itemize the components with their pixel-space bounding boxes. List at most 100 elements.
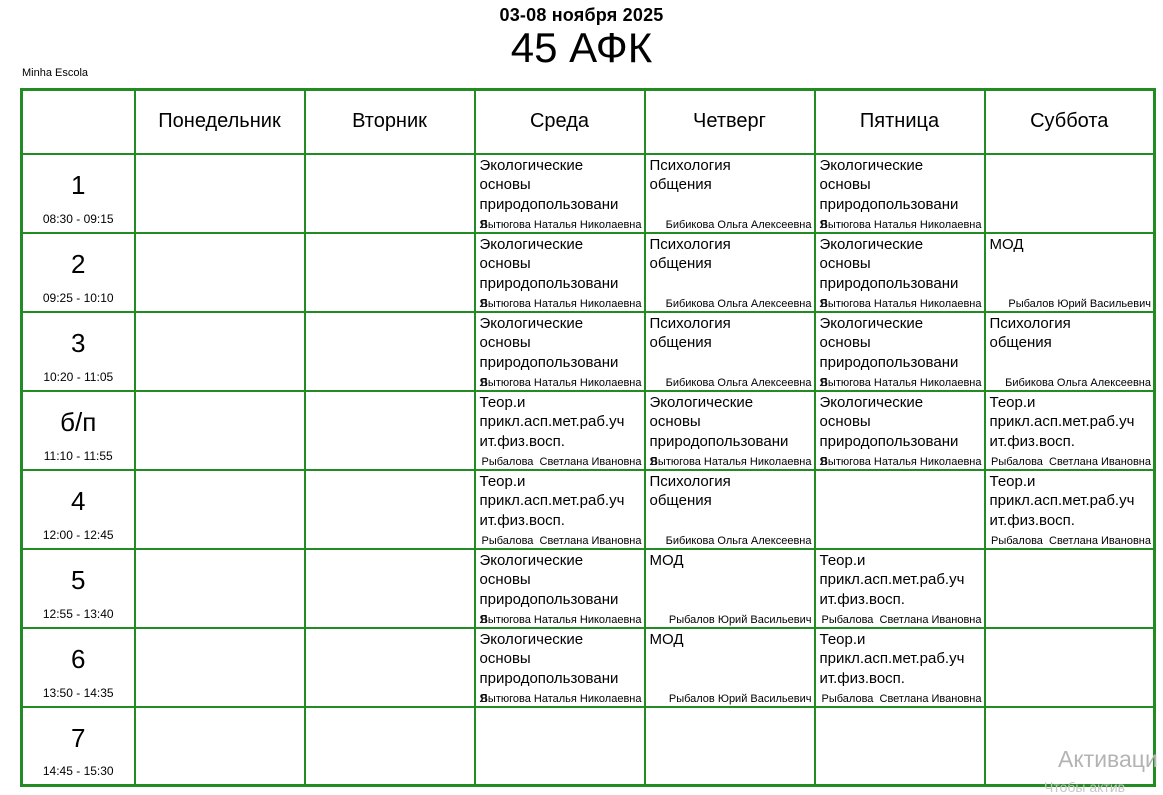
lesson-teacher: Вытюгова Наталья Николаевна [480,692,642,705]
lesson-subject: Экологические основы природопользования [479,314,619,390]
table-row: 5 12:55 - 13:40 Экологические основы приро… [20,547,1156,629]
lesson-subject: Экологические основы природопользования [479,156,619,232]
lesson-cell[interactable]: Экологические основы природопользования В… [643,389,816,471]
period-label: 4 [71,485,86,516]
lesson-cell[interactable] [133,389,306,471]
lesson-cell[interactable] [133,705,306,787]
lesson-cell[interactable] [983,547,1156,629]
lesson-cell[interactable]: Экологические основы природопользования В… [473,310,646,392]
lesson-teacher: Рыбалова Светлана Ивановна [481,534,642,547]
lesson-subject: МОД [649,551,684,569]
period-label: 2 [71,248,86,279]
lesson-cell[interactable]: Теор.и прикл.асп.мет.раб.учит.физ.восп. Р… [473,389,646,471]
lesson-teacher: Бибикова Ольга Алексеевна [665,218,812,231]
corner-cell [20,88,136,155]
date-range: 03-08 ноября 2025 [499,5,664,25]
lesson-cell[interactable]: Теор.и прикл.асп.мет.раб.учит.физ.восп. Р… [983,389,1156,471]
table-row: 3 10:20 - 11:05 Экологические основы приро… [20,310,1156,392]
lesson-cell[interactable] [133,231,306,313]
lesson-subject: Теор.и прикл.асп.мет.раб.учит.физ.восп. [989,472,1135,529]
lesson-teacher: Бибикова Ольга Алексеевна [665,376,812,389]
lesson-cell[interactable] [303,626,476,708]
lesson-cell[interactable]: Теор.и прикл.асп.мет.раб.учит.физ.восп. Р… [813,547,986,629]
lesson-cell[interactable] [133,152,306,234]
day-header-wednesday: Среда [473,88,646,155]
lesson-cell[interactable] [133,310,306,392]
lesson-cell[interactable]: Психология общения Бибикова Ольга Алексее… [643,310,816,392]
lesson-cell[interactable] [983,626,1156,708]
lesson-subject: Психология общения [989,314,1071,352]
lesson-cell[interactable] [303,389,476,471]
lesson-subject: МОД [649,630,684,648]
lesson-cell[interactable]: МОД Рыбалов Юрий Васильевич [643,547,816,629]
lesson-teacher: Вытюгова Наталья Николаевна [820,376,982,389]
lesson-subject: Экологические основы природопользования [479,551,619,627]
table-row: 7 14:45 - 15:30 [20,705,1156,787]
timetable: Понедельник Вторник Среда Четверг Пятниц… [20,88,1156,787]
lesson-cell[interactable] [303,468,476,550]
school-label: Minha Escola [22,67,89,79]
lesson-cell[interactable]: МОД Рыбалов Юрий Васильевич [983,231,1156,313]
lesson-cell[interactable]: Экологические основы природопользования В… [473,626,646,708]
lesson-cell[interactable] [983,705,1156,787]
lesson-subject: Экологические основы природопользования [479,630,619,706]
lesson-subject: Теор.и прикл.асп.мет.раб.учит.физ.восп. [819,551,965,608]
lesson-cell[interactable]: МОД Рыбалов Юрий Васильевич [643,626,816,708]
period-label: 1 [71,169,86,200]
day-header-tuesday: Вторник [303,88,476,155]
lesson-cell[interactable] [303,231,476,313]
lesson-subject: Экологические основы природопользования [819,393,959,469]
lesson-cell[interactable] [813,468,986,550]
lesson-subject: Экологические основы природопользования [479,235,619,311]
lesson-cell[interactable]: Экологические основы природопользования В… [473,547,646,629]
lesson-cell[interactable]: Психология общения Бибикова Ольга Алексее… [643,468,816,550]
lesson-cell[interactable]: Теор.и прикл.асп.мет.раб.учит.физ.восп. Р… [813,626,986,708]
lesson-subject: Психология общения [649,314,731,352]
lesson-subject: Теор.и прикл.асп.мет.раб.учит.физ.восп. [479,393,625,450]
period-time: 11:10 - 11:55 [43,448,113,463]
lesson-subject: Теор.и прикл.асп.мет.раб.учит.физ.восп. [989,393,1135,450]
lesson-cell[interactable]: Экологические основы природопользования В… [813,231,986,313]
lesson-teacher: Вытюгова Наталья Николаевна [820,455,982,468]
lesson-cell[interactable]: Психология общения Бибикова Ольга Алексее… [643,152,816,234]
lesson-teacher: Рыбалова Светлана Ивановна [991,534,1151,547]
period-cell: 2 09:25 - 10:10 [20,231,136,313]
lesson-cell[interactable] [303,152,476,234]
activation-watermark: Активаци [1058,746,1158,772]
lesson-cell[interactable]: Экологические основы природопользования В… [473,231,646,313]
page-title: 45 АФК [510,24,653,71]
lesson-cell[interactable]: Экологические основы природопользования В… [813,152,986,234]
lesson-cell[interactable]: Экологические основы природопользования В… [473,152,646,234]
lesson-teacher: Вытюгова Наталья Николаевна [480,613,642,626]
lesson-cell[interactable] [303,705,476,787]
day-header-monday: Понедельник [133,88,306,155]
lesson-cell[interactable]: Теор.и прикл.асп.мет.раб.учит.физ.восп. Р… [473,468,646,550]
lesson-subject: Экологические основы природопользования [649,393,789,469]
lesson-cell[interactable]: Психология общения Бибикова Ольга Алексее… [983,310,1156,392]
lesson-cell[interactable] [133,468,306,550]
lesson-cell[interactable]: Психология общения Бибикова Ольга Алексее… [643,231,816,313]
table-row: 2 09:25 - 10:10 Экологические основы приро… [20,231,1156,313]
lesson-teacher: Вытюгова Наталья Николаевна [820,218,982,231]
period-label: 7 [71,722,86,753]
lesson-cell[interactable] [813,705,986,787]
period-cell: 1 08:30 - 09:15 [20,152,136,234]
lesson-cell[interactable] [303,310,476,392]
period-label: 6 [71,643,86,674]
lesson-cell[interactable] [473,705,646,787]
period-label: 5 [71,564,86,595]
lesson-cell[interactable] [133,626,306,708]
lesson-teacher: Бибикова Ольга Алексеевна [665,297,812,310]
lesson-cell[interactable]: Экологические основы природопользования В… [813,389,986,471]
lesson-cell[interactable]: Теор.и прикл.асп.мет.раб.учит.физ.восп. Р… [983,468,1156,550]
lesson-subject: Экологические основы природопользования [819,156,959,232]
day-header-row: Понедельник Вторник Среда Четверг Пятниц… [20,88,1156,155]
lesson-cell[interactable] [133,547,306,629]
lesson-cell[interactable] [983,152,1156,234]
lesson-teacher: Рыбалова Светлана Ивановна [821,692,982,705]
lesson-cell[interactable]: Экологические основы природопользования В… [813,310,986,392]
lesson-cell[interactable] [643,705,816,787]
lesson-teacher: Рыбалов Юрий Васильевич [1008,297,1151,310]
lesson-cell[interactable] [303,547,476,629]
period-time: 09:25 - 10:10 [42,290,114,305]
